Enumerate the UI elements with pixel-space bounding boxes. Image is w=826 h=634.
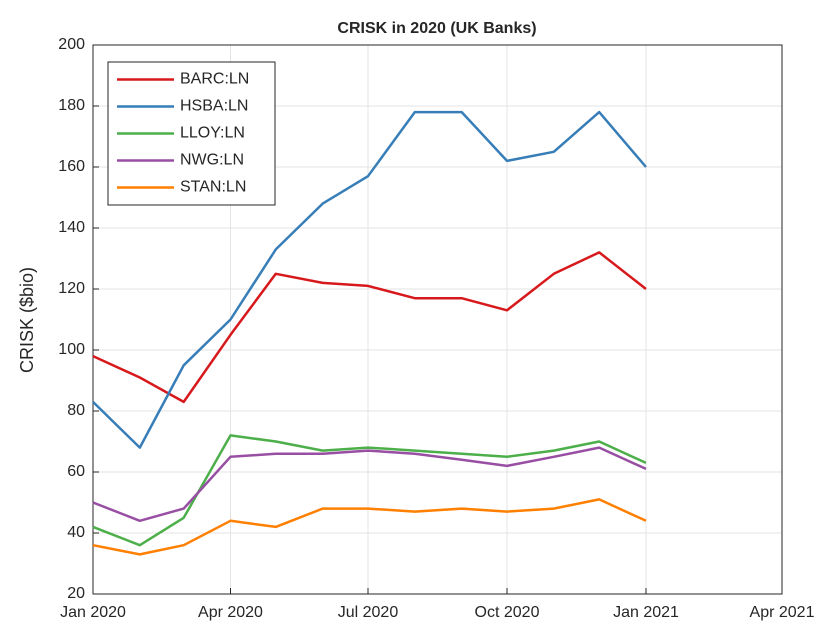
series-line — [92, 498, 647, 556]
legend-label: BARC:LN — [180, 71, 249, 88]
y-tick-label: 80 — [67, 402, 85, 419]
chart-title: CRISK in 2020 (UK Banks) — [337, 20, 536, 37]
series-line — [92, 251, 647, 404]
plot-frame — [92, 44, 783, 595]
x-tick-label: Apr 2020 — [198, 604, 263, 621]
series-line — [92, 434, 647, 547]
legend-label: LLOY:LN — [180, 125, 245, 142]
x-tick-label: Jul 2020 — [338, 604, 399, 621]
y-tick-label: 200 — [58, 36, 85, 53]
legend-label: STAN:LN — [180, 179, 246, 196]
y-tick-label: 160 — [58, 158, 85, 175]
legend-label: NWG:LN — [180, 152, 244, 169]
y-tick-label: 140 — [58, 219, 85, 236]
legend: BARC:LN HSBA:LN LLOY:LN NWG:LN STAN:LN — [107, 61, 276, 206]
y-tick-label: 40 — [67, 524, 85, 541]
series-line — [92, 110, 647, 449]
x-tick-label: Apr 2021 — [750, 604, 815, 621]
x-tick-label: Oct 2020 — [475, 604, 540, 621]
y-tick-label: 20 — [67, 585, 85, 602]
series-line — [92, 446, 647, 523]
y-tick-label: 100 — [58, 341, 85, 358]
y-tick-label: 120 — [58, 280, 85, 297]
y-tick-label: 60 — [67, 463, 85, 480]
y-axis-label: CRISK ($bio) — [17, 267, 37, 373]
y-tick-label: 180 — [58, 97, 85, 114]
legend-label: HSBA:LN — [180, 98, 248, 115]
x-tick-label: Jan 2021 — [613, 604, 679, 621]
x-tick-label: Jan 2020 — [60, 604, 126, 621]
